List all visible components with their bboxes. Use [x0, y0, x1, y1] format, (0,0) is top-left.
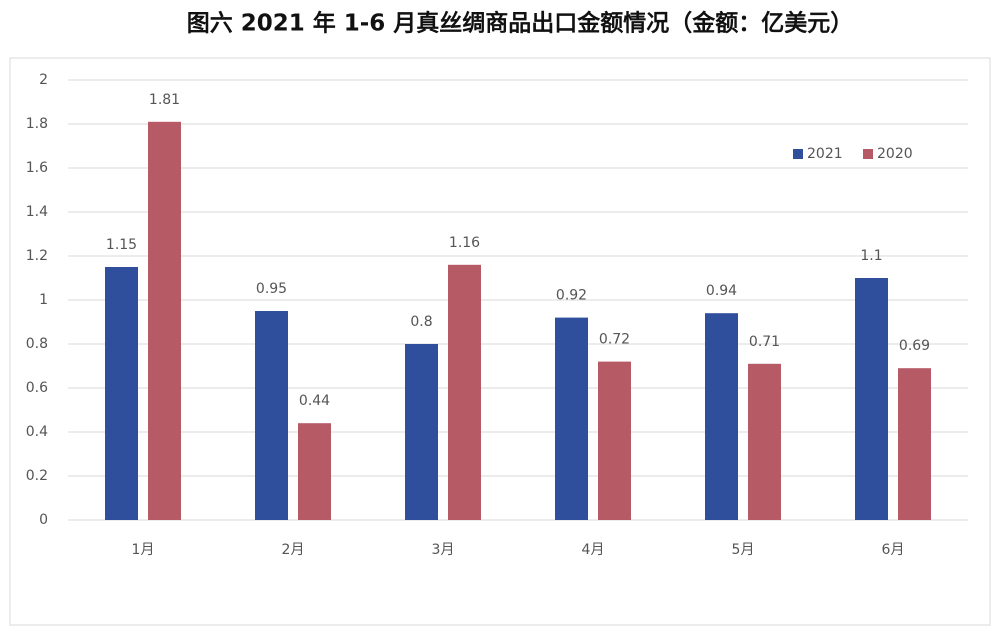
y-tick-label: 1 [39, 292, 48, 308]
x-tick-label: 2月 [282, 542, 305, 558]
bar [598, 361, 631, 520]
y-tick-label: 1.4 [26, 204, 48, 220]
bar [748, 363, 781, 520]
data-label: 0.8 [410, 314, 432, 330]
data-label: 0.69 [899, 338, 930, 354]
bar [448, 264, 481, 520]
x-tick-label: 1月 [132, 542, 155, 558]
chart-title: 图六 2021 年 1-6 月真丝绸商品出口金额情况（金额：亿美元） [187, 10, 854, 37]
bar [298, 423, 331, 520]
data-label: 0.44 [299, 393, 330, 409]
y-tick-label: 1.6 [26, 160, 48, 176]
y-tick-label: 0 [39, 512, 48, 528]
data-label: 1.1 [860, 248, 882, 264]
x-tick-label: 3月 [432, 542, 455, 558]
legend-label: 2021 [807, 146, 843, 162]
bar [705, 313, 738, 520]
data-label: 0.95 [256, 281, 287, 297]
bar [105, 267, 138, 520]
legend-swatch [863, 149, 873, 159]
bar [555, 317, 588, 520]
y-tick-label: 1.8 [26, 116, 48, 132]
legend-label: 2020 [877, 146, 913, 162]
data-label: 0.94 [706, 283, 737, 299]
x-tick-label: 5月 [732, 542, 755, 558]
bar [255, 311, 288, 520]
data-label: 0.71 [749, 334, 780, 350]
y-tick-label: 0.6 [26, 380, 48, 396]
data-label: 0.92 [556, 288, 587, 304]
y-tick-label: 0.2 [26, 468, 48, 484]
bar [405, 344, 438, 520]
y-tick-label: 0.8 [26, 336, 48, 352]
y-tick-label: 0.4 [26, 424, 48, 440]
y-tick-label: 2 [39, 72, 48, 88]
bar [855, 278, 888, 520]
y-tick-label: 1.2 [26, 248, 48, 264]
x-tick-label: 4月 [582, 542, 605, 558]
legend-swatch [793, 149, 803, 159]
data-label: 1.16 [449, 235, 480, 251]
chart-frame [9, 57, 991, 626]
x-tick-label: 6月 [882, 542, 905, 558]
bar [148, 121, 181, 521]
data-label: 0.72 [599, 332, 630, 348]
data-label: 1.15 [106, 237, 137, 253]
bar [898, 368, 931, 520]
data-label: 1.81 [149, 92, 180, 108]
